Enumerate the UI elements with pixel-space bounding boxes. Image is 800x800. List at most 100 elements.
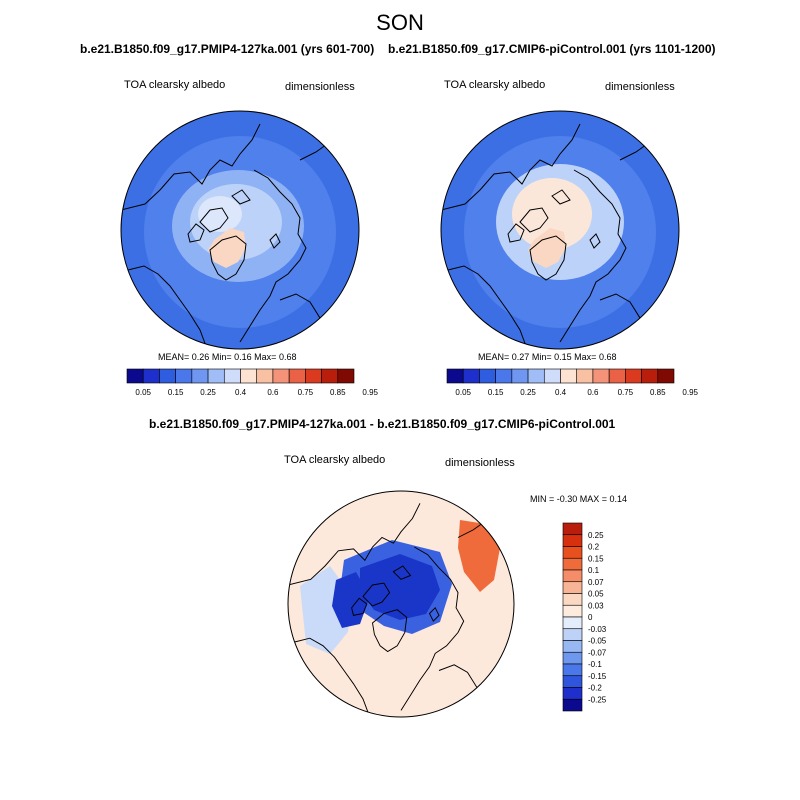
colorbar-3-box <box>562 604 583 618</box>
colorbar-3-tick-label: -0.07 <box>588 648 607 657</box>
colorbar-1-tick-label: 0.25 <box>200 388 216 397</box>
colorbar-2-box <box>543 368 561 384</box>
panel-1-left-label: TOA clearsky albedo <box>124 79 226 91</box>
colorbar-2-box <box>608 368 626 384</box>
panel-3-map <box>288 491 514 717</box>
figure-title: SON <box>376 10 424 35</box>
p1-green-region <box>208 228 246 268</box>
colorbar-3-tick-label: -0.03 <box>588 625 607 634</box>
colorbar-2-box <box>560 368 578 384</box>
panel-2-mean-label: MEAN= <box>478 352 510 362</box>
colorbar-1-tick-label: 0.05 <box>135 388 151 397</box>
colorbar-3-tick-label: 0.2 <box>588 543 600 552</box>
colorbar-3-tick-label: 0.03 <box>588 601 604 610</box>
panel-3-right-label: dimensionless <box>445 457 515 469</box>
panel-1-stats: MEAN= 0.26 Min= 0.16 Max= 0.68 <box>158 352 296 362</box>
colorbar-3-tick-label: 0.1 <box>588 566 600 575</box>
colorbar-1-tick-label: 0.75 <box>298 388 314 397</box>
colorbar-1-tick-label: 0.4 <box>235 388 247 397</box>
colorbar-3-box <box>562 581 583 594</box>
panel-2-max-value: 0.68 <box>598 352 617 362</box>
panel-2-min-value: 0.15 <box>554 352 572 362</box>
colorbar-1-box <box>175 368 193 384</box>
colorbar-2-tick-label: 0.25 <box>520 388 536 397</box>
colorbar-3-box <box>562 569 583 583</box>
panel-1-mean-label: MEAN= <box>158 352 190 362</box>
colorbar-2-tick-label: 0.85 <box>650 388 666 397</box>
colorbar-2-box <box>495 368 513 384</box>
colorbar-3-box <box>562 663 583 677</box>
p2-green-region <box>528 228 566 268</box>
p3-red-region <box>458 520 500 592</box>
colorbar-2-tick-label: 0.05 <box>455 388 471 397</box>
panel-1-max-value: 0.68 <box>278 352 297 362</box>
colorbar-3-box <box>562 534 583 547</box>
panel-1-title: b.e21.B1850.f09_g17.PMIP4-127ka.001 (yrs… <box>80 42 375 56</box>
colorbar-2-tick-label: 0.95 <box>682 388 698 397</box>
colorbar-3-box <box>562 616 583 630</box>
panel-3-left-label: TOA clearsky albedo <box>284 454 386 466</box>
colorbar-2-box <box>625 368 642 384</box>
colorbar-1-box <box>288 368 306 384</box>
colorbar-3-box <box>562 522 583 536</box>
colorbar-3-tick-label: 0 <box>588 613 593 622</box>
colorbar-3-tick-label: 0.25 <box>588 531 604 540</box>
colorbar-2-tick-label: 0.15 <box>488 388 504 397</box>
panel-2-stats: MEAN= 0.27 Min= 0.15 Max= 0.68 <box>478 352 616 362</box>
colorbar-1-box <box>321 368 339 384</box>
colorbar-1-box <box>305 368 322 384</box>
panel-1-min-value: 0.16 <box>234 352 252 362</box>
colorbar-3-tick-label: -0.2 <box>588 684 602 693</box>
panel-2-max-label: Max= <box>574 352 597 362</box>
colorbar-1-tick-label: 0.85 <box>330 388 346 397</box>
colorbar-difference: 0.25 0.2 0.15 0.1 0.07 0.05 0.03 0 -0.03 -0.05 -0.… <box>562 522 607 712</box>
colorbar-1-box <box>126 368 144 384</box>
colorbar-panel-2: 0.05 0.15 0.25 0.4 0.6 0.75 0.85 0.95 <box>446 368 699 397</box>
colorbar-1-box <box>272 368 290 384</box>
p3-dark-region <box>360 554 440 620</box>
colorbar-3-tick-label: -0.15 <box>588 672 607 681</box>
colorbar-2-box <box>657 368 675 384</box>
colorbar-3-tick-label: 0.05 <box>588 590 604 599</box>
panel-2-left-label: TOA clearsky albedo <box>444 79 546 91</box>
colorbar-1-box <box>142 368 160 384</box>
colorbar-3-tick-label: 0.07 <box>588 578 604 587</box>
colorbar-2-box <box>527 368 545 384</box>
colorbar-1-box <box>159 368 176 384</box>
panel-3-minmax: MIN = -0.30 MAX = 0.14 <box>530 494 628 504</box>
colorbar-2-box <box>479 368 496 384</box>
colorbar-2-box <box>592 368 610 384</box>
panel-1-max-label: Max= <box>254 352 277 362</box>
panel-2-map <box>441 111 679 349</box>
p2-cream-region <box>512 178 592 250</box>
colorbar-3-box <box>562 593 583 606</box>
colorbar-3-tick-label: -0.1 <box>588 660 602 669</box>
colorbar-2-box <box>576 368 594 384</box>
colorbar-3-box <box>562 557 583 571</box>
colorbar-2-box <box>446 368 464 384</box>
panel-2-title: b.e21.B1850.f09_g17.CMIP6-piControl.001 … <box>388 42 716 56</box>
colorbar-1-tick-label: 0.15 <box>168 388 184 397</box>
colorbar-2-box <box>462 368 480 384</box>
panel-2-mean-value: 0.27 <box>511 352 530 362</box>
panel-2-right-label: dimensionless <box>605 81 675 93</box>
colorbar-2-box <box>641 368 659 384</box>
colorbar-panel-1: 0.05 0.15 0.25 0.4 0.6 0.75 0.85 0.95 <box>126 368 379 397</box>
panel-2-min-label: Min= <box>531 352 552 362</box>
panel-1-mean-value: 0.26 <box>191 352 210 362</box>
colorbar-2-tick-label: 0.75 <box>618 388 634 397</box>
colorbar-1-tick-label: 0.95 <box>362 388 378 397</box>
colorbar-3-tick-label: 0.15 <box>588 554 604 563</box>
colorbar-2-tick-label: 0.4 <box>555 388 567 397</box>
colorbar-1-box <box>191 368 209 384</box>
colorbar-2-tick-label: 0.6 <box>587 388 599 397</box>
colorbar-3-box <box>562 628 583 641</box>
panel-1-right-label: dimensionless <box>285 81 355 93</box>
colorbar-3-box <box>562 651 583 665</box>
colorbar-1-box <box>223 368 241 384</box>
colorbar-3-box <box>562 640 583 653</box>
colorbar-1-box <box>240 368 258 384</box>
colorbar-1-box <box>337 368 355 384</box>
colorbar-3-box <box>562 698 583 712</box>
